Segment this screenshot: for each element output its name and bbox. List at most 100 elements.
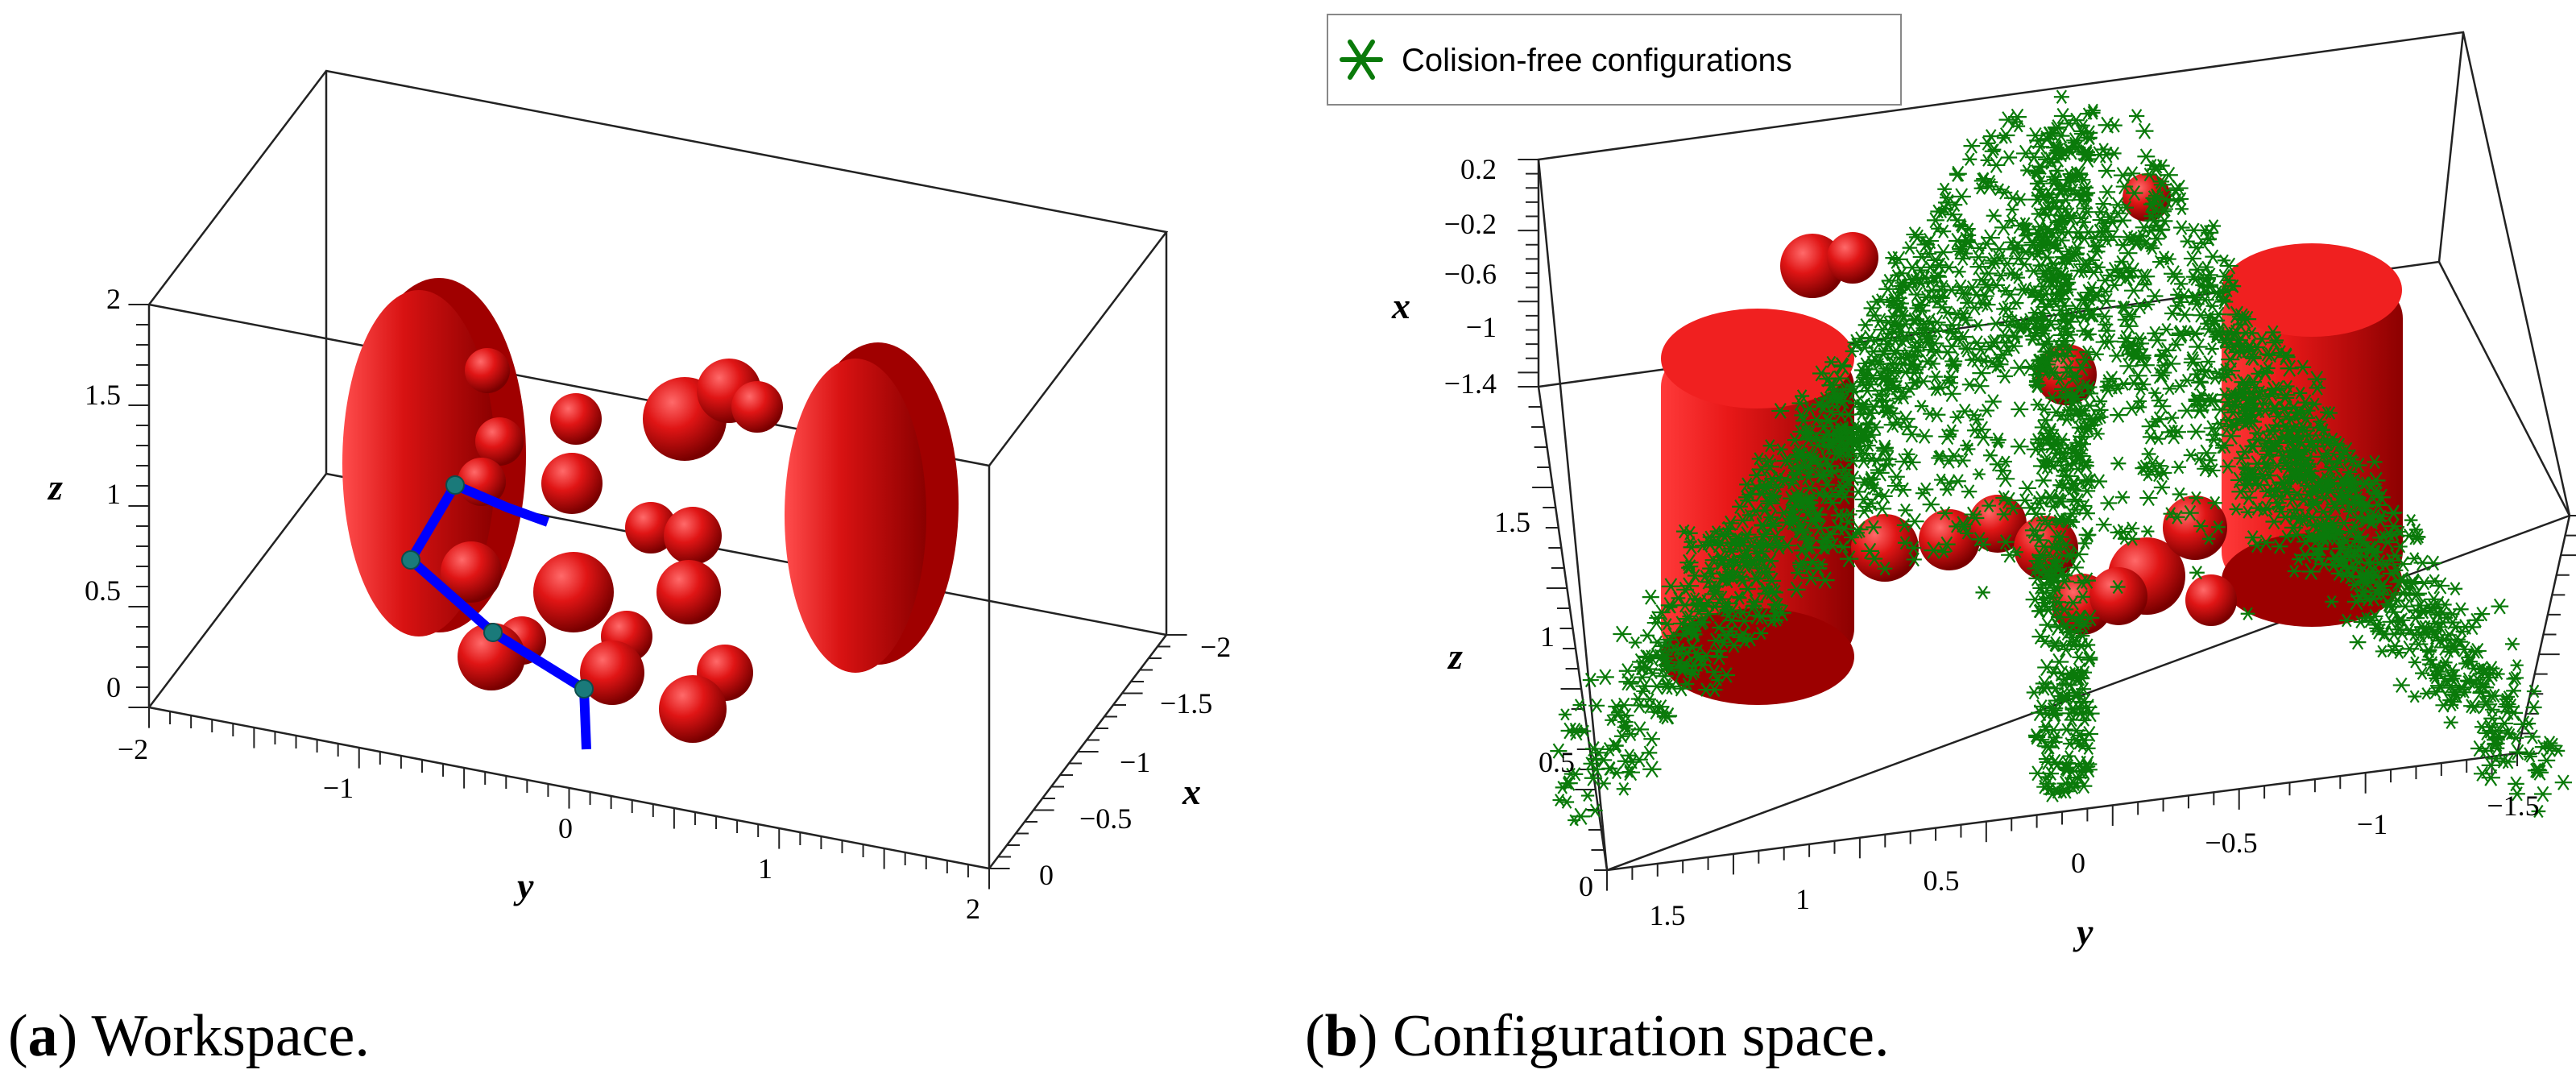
collision-free-point xyxy=(2229,345,2245,359)
collision-free-point xyxy=(2307,485,2322,500)
collision-free-point xyxy=(1957,520,1971,533)
collision-free-point xyxy=(1601,741,1617,757)
collision-free-point xyxy=(2026,441,2046,458)
collision-free-point xyxy=(2189,566,2205,580)
collision-free-point xyxy=(2243,397,2258,411)
collision-free-point xyxy=(2525,699,2542,715)
collision-free-point xyxy=(1962,229,1977,242)
collision-free-point xyxy=(2491,598,2509,615)
collision-free-point xyxy=(1900,346,1916,362)
collision-free-point xyxy=(2271,538,2288,554)
collision-free-point xyxy=(2025,333,2040,346)
collision-free-point xyxy=(1836,540,1851,554)
collision-free-point xyxy=(1881,273,1897,288)
collision-free-point xyxy=(1820,488,1838,505)
collision-free-point xyxy=(2059,723,2074,736)
collision-free-point xyxy=(2011,119,2026,133)
collision-free-point xyxy=(1949,165,1967,182)
collision-free-point xyxy=(1709,525,1723,537)
y-axis-ticks-b: 1.5 1 0.5 0 −0.5 −1 −1.5 xyxy=(1650,790,2540,931)
collision-free-point xyxy=(2054,600,2074,618)
collision-free-point xyxy=(1802,495,1819,510)
collision-free-point xyxy=(1985,394,2002,409)
collision-free-point xyxy=(2192,307,2209,323)
collision-free-point xyxy=(1968,335,1986,351)
collision-free-point xyxy=(2162,382,2177,396)
collision-free-point xyxy=(2051,347,2069,363)
collision-free-point xyxy=(2449,620,2462,634)
collision-free-point xyxy=(1964,506,1982,523)
collision-free-point xyxy=(1906,226,1924,243)
collision-free-point xyxy=(2185,222,2202,238)
collision-free-point xyxy=(2038,454,2052,466)
collision-free-point xyxy=(2472,685,2489,701)
collision-free-point xyxy=(1616,782,1631,796)
collision-free-point xyxy=(2123,400,2141,417)
collision-free-point xyxy=(2487,688,2503,703)
collision-free-point xyxy=(1642,761,1662,778)
collision-free-point xyxy=(1963,138,1981,154)
collision-free-point xyxy=(2080,145,2094,159)
collision-free-point xyxy=(1618,662,1637,679)
collision-free-point xyxy=(2226,418,2240,431)
collision-free-point xyxy=(2125,375,2143,391)
collision-free-point xyxy=(2504,704,2523,722)
collision-free-point xyxy=(2054,321,2072,337)
collision-free-point xyxy=(2474,607,2491,622)
collision-free-point xyxy=(1944,447,1964,465)
collision-free-point xyxy=(2005,338,2023,354)
collision-free-point xyxy=(1986,208,2002,223)
collision-free-point xyxy=(2322,406,2338,420)
collision-free-point xyxy=(2369,621,2385,636)
collision-free-point xyxy=(2445,637,2463,654)
collision-free-point xyxy=(2084,252,2100,267)
collision-free-point xyxy=(1787,581,1806,598)
collision-free-point xyxy=(2406,587,2425,603)
collision-free-point xyxy=(2301,562,2321,580)
collision-free-point xyxy=(2059,760,2075,775)
collision-free-point xyxy=(2349,634,2367,650)
collision-free-point xyxy=(2510,659,2524,672)
collision-free-point xyxy=(1696,598,1713,613)
collision-free-point xyxy=(1684,536,1697,549)
collision-free-point xyxy=(1983,449,1998,462)
collision-free-point xyxy=(1943,428,1957,441)
collision-free-point xyxy=(1957,307,1970,320)
collision-free-point xyxy=(2051,202,2066,216)
collision-free-point xyxy=(2473,663,2487,676)
collision-free-point xyxy=(1953,284,1973,302)
collision-free-point xyxy=(2382,613,2400,630)
collision-free-point xyxy=(1972,272,1991,288)
collision-free-point xyxy=(1739,581,1756,597)
collision-free-point xyxy=(2036,680,2052,696)
collision-free-point xyxy=(1950,474,1966,489)
collision-free-point xyxy=(1770,540,1787,555)
collision-free-point xyxy=(2307,371,2326,388)
collision-free-point xyxy=(2077,616,2093,630)
collision-free-point xyxy=(2172,379,2188,394)
collision-free-point xyxy=(1982,129,1999,144)
collision-free-point xyxy=(1741,631,1759,647)
collision-free-point xyxy=(2551,744,2566,757)
z-tick-label: 0.5 xyxy=(1539,746,1575,778)
collision-free-point xyxy=(2156,251,2172,265)
collision-free-point xyxy=(2185,270,2201,284)
collision-free-point xyxy=(1682,610,1696,623)
collision-free-point xyxy=(1912,248,1931,266)
legend-label: Colision-free configurations xyxy=(1402,43,1792,78)
collision-free-point xyxy=(2467,645,2483,659)
collision-free-point xyxy=(2134,383,2148,396)
collision-free-point xyxy=(2059,763,2075,777)
collision-free-point xyxy=(2497,699,2515,715)
collision-free-point xyxy=(2085,103,2101,118)
collision-free-point xyxy=(2019,480,2036,496)
collision-free-point xyxy=(1856,339,1874,356)
collision-free-point xyxy=(2286,526,2305,544)
collision-free-point xyxy=(1966,286,1986,304)
workspace-box xyxy=(147,69,1169,870)
collision-free-point xyxy=(2100,333,2118,350)
collision-free-point xyxy=(1873,500,1892,517)
collision-free-point xyxy=(2100,495,2118,511)
collision-free-point xyxy=(2293,386,2308,400)
collision-free-point xyxy=(2319,509,2337,525)
